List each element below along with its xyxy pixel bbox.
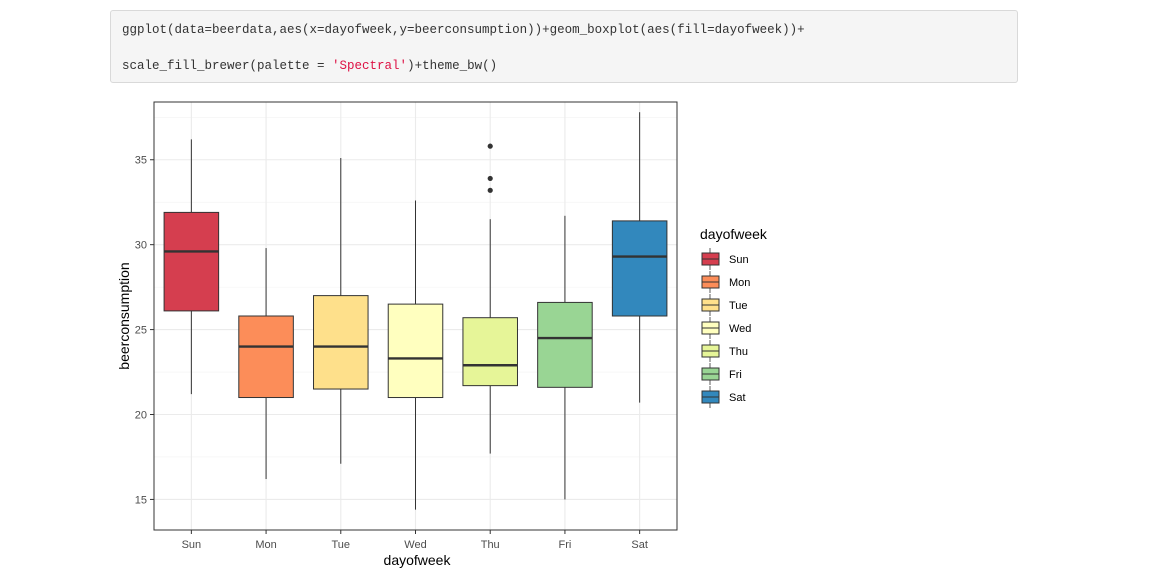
y-tick-label: 25 xyxy=(135,325,147,337)
legend: dayofweek Sun Mon Tue Wed Thu Fri Sat xyxy=(700,226,768,408)
y-tick-label: 30 xyxy=(135,240,147,252)
x-axis-title: dayofweek xyxy=(384,552,452,568)
legend-label: Sat xyxy=(729,392,746,404)
x-tick-label: Mon xyxy=(255,539,276,551)
box-thu xyxy=(462,143,518,454)
code-line-2-suffix: )+theme_bw() xyxy=(407,59,498,73)
x-tick-label: Sun xyxy=(182,539,202,551)
outlier-point xyxy=(487,187,493,193)
box-iqr xyxy=(537,301,593,388)
box-iqr xyxy=(238,315,294,399)
legend-label: Fri xyxy=(729,369,742,381)
x-tick-label: Tue xyxy=(332,539,351,551)
code-string-literal: 'Spectral' xyxy=(332,59,408,73)
box-iqr xyxy=(462,317,518,387)
legend-item-sun: Sun xyxy=(701,248,749,270)
x-tick-label: Thu xyxy=(481,539,500,551)
box-sun xyxy=(163,139,220,395)
box-iqr xyxy=(387,303,444,399)
legend-label: Thu xyxy=(729,346,748,358)
code-block: ggplot(data=beerdata,aes(x=dayofweek,y=b… xyxy=(110,10,1018,83)
legend-item-wed: Wed xyxy=(701,317,751,339)
code-line-2: scale_fill_brewer(palette = 'Spectral')+… xyxy=(122,59,497,73)
box-wed xyxy=(387,200,444,510)
legend-label: Wed xyxy=(729,323,751,335)
legend-title: dayofweek xyxy=(700,226,768,242)
y-tick-label: 15 xyxy=(135,494,147,506)
x-tick-label: Sat xyxy=(631,539,648,551)
box-sat xyxy=(611,112,668,403)
legend-item-fri: Fri xyxy=(701,363,742,385)
box-fri xyxy=(537,215,593,500)
box-iqr xyxy=(313,295,369,390)
outlier-point xyxy=(487,175,493,182)
legend-item-mon: Mon xyxy=(701,271,750,293)
code-line-2-prefix: scale_fill_brewer(palette = xyxy=(122,59,333,73)
x-axis: Sun Mon Tue Wed Thu Fri Sat xyxy=(182,530,648,551)
y-tick-label: 35 xyxy=(135,155,147,167)
legend-label: Tue xyxy=(729,300,748,312)
box-mon xyxy=(238,248,294,480)
x-tick-label: Fri xyxy=(559,539,572,551)
y-axis: 15 20 25 30 35 xyxy=(135,155,154,506)
box-iqr xyxy=(611,220,668,317)
y-tick-label: 20 xyxy=(135,410,147,422)
legend-item-thu: Thu xyxy=(701,340,748,362)
boxes xyxy=(163,112,668,510)
legend-item-tue: Tue xyxy=(701,294,748,316)
y-axis-title: beerconsumption xyxy=(116,262,132,369)
code-line-1: ggplot(data=beerdata,aes(x=dayofweek,y=b… xyxy=(122,23,805,37)
x-tick-label: Wed xyxy=(404,539,426,551)
legend-label: Mon xyxy=(729,277,750,289)
outlier-point xyxy=(487,143,493,149)
legend-label: Sun xyxy=(729,254,749,266)
box-tue xyxy=(313,158,369,464)
box-iqr xyxy=(163,211,220,312)
legend-item-sat: Sat xyxy=(701,386,746,408)
